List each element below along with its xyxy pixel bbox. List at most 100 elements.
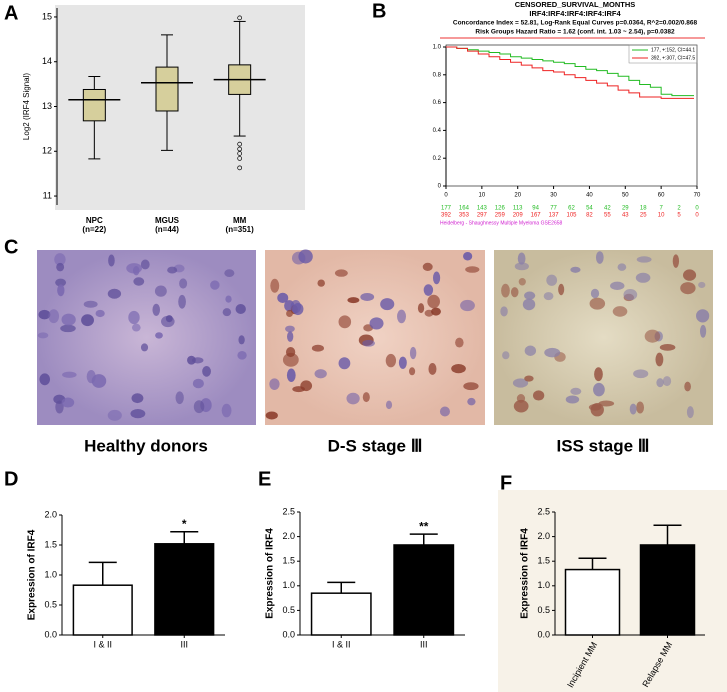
at-risk-count: 25: [640, 213, 647, 219]
cell: [517, 252, 526, 265]
cell: [140, 259, 150, 270]
cell: [594, 367, 603, 382]
cell: [81, 314, 94, 327]
cell: [86, 369, 96, 384]
chart-title: CENSORED_SURVIVAL_MONTHS: [515, 0, 636, 9]
y-tick-label: 14: [42, 56, 52, 66]
cell: [698, 281, 706, 289]
panel-label: E: [258, 468, 271, 490]
cell: [514, 262, 529, 271]
cell: [460, 299, 475, 312]
cell: [287, 331, 294, 342]
cell: [362, 392, 370, 403]
x-tick-label: III: [420, 639, 428, 649]
outlier: [237, 15, 243, 21]
at-risk-count: 55: [604, 213, 611, 219]
cell: [501, 283, 510, 298]
cell: [175, 391, 184, 405]
outlier: [237, 141, 243, 147]
cell: [60, 324, 76, 333]
cell: [38, 309, 51, 320]
cell: [686, 406, 694, 419]
image-caption: D-S stage Ⅲ: [328, 436, 423, 455]
x-tick-note: (n=44): [155, 225, 179, 234]
y-tick-label: 0.5: [537, 605, 550, 615]
cell: [285, 325, 295, 333]
y-tick-label: 1.5: [537, 556, 550, 566]
cell: [590, 288, 600, 299]
cell: [439, 406, 450, 417]
cell: [385, 400, 393, 410]
cell: [422, 262, 433, 272]
cell: [338, 315, 352, 329]
x-tick-label: 40: [586, 193, 593, 199]
y-tick-label: 13: [42, 101, 52, 111]
cell: [524, 375, 534, 382]
cell: [699, 324, 707, 338]
cell: [107, 409, 122, 421]
cell: [130, 408, 146, 419]
at-risk-count: 392: [441, 213, 452, 219]
cell: [662, 376, 672, 387]
x-tick-note: (n=351): [226, 225, 255, 234]
image-caption: ISS stage Ⅲ: [557, 436, 650, 455]
y-tick-label: 2.0: [44, 509, 57, 519]
x-tick-label: MM: [233, 216, 247, 225]
cell: [290, 300, 301, 314]
cell: [617, 263, 627, 271]
cell: [397, 309, 407, 324]
at-risk-count: 137: [549, 213, 560, 219]
at-risk-count: 177: [441, 206, 452, 212]
cell: [455, 337, 464, 348]
cell: [37, 332, 49, 339]
y-tick-label: 11: [43, 190, 52, 200]
cell: [522, 298, 536, 311]
significance: **: [419, 519, 429, 533]
cell: [589, 297, 606, 310]
bar: [310, 592, 372, 636]
survival-curve: [446, 46, 694, 97]
x-tick-label: 30: [550, 193, 557, 199]
cell: [610, 281, 625, 291]
box: [82, 88, 106, 122]
y-tick-label: 0.4: [433, 128, 442, 134]
y-tick-label: 2.5: [537, 506, 550, 516]
x-tick-note: (n=22): [82, 225, 106, 234]
micrograph: [265, 250, 485, 425]
cell: [61, 397, 75, 408]
cell: [451, 363, 466, 374]
x-tick-label: MGUS: [155, 216, 180, 225]
cell: [237, 350, 247, 360]
cell: [187, 355, 196, 365]
cell: [558, 283, 565, 296]
cell: [417, 303, 425, 314]
at-risk-count: 29: [622, 206, 629, 212]
cell: [532, 390, 545, 401]
cell: [398, 356, 407, 369]
cell: [131, 393, 144, 404]
y-tick-label: 0.0: [282, 629, 295, 639]
cell: [432, 271, 441, 285]
cell: [152, 303, 161, 316]
legend-box: [628, 44, 698, 64]
x-tick-label: 20: [514, 193, 521, 199]
cell: [346, 392, 360, 405]
cell: [154, 285, 167, 297]
chart-title: IRF4:IRF4:IRF4:IRF4:IRF4: [529, 9, 621, 18]
cell: [202, 366, 211, 377]
bar: [393, 544, 455, 636]
cell: [369, 317, 384, 330]
cell: [380, 298, 395, 311]
legend-entry: 392, +:307, CI=47.5: [651, 55, 695, 61]
cell: [108, 254, 115, 267]
cell: [636, 401, 645, 414]
cell: [235, 303, 246, 314]
at-risk-count: 2: [677, 206, 681, 212]
footer: Heidelberg - Shaughnessy Multiple Myelom…: [440, 220, 563, 226]
cell: [659, 343, 676, 351]
cell: [409, 367, 416, 376]
x-tick-label: 60: [658, 193, 665, 199]
y-tick-label: 0.5: [282, 605, 295, 615]
cell: [544, 347, 561, 358]
at-risk-count: 82: [586, 213, 593, 219]
